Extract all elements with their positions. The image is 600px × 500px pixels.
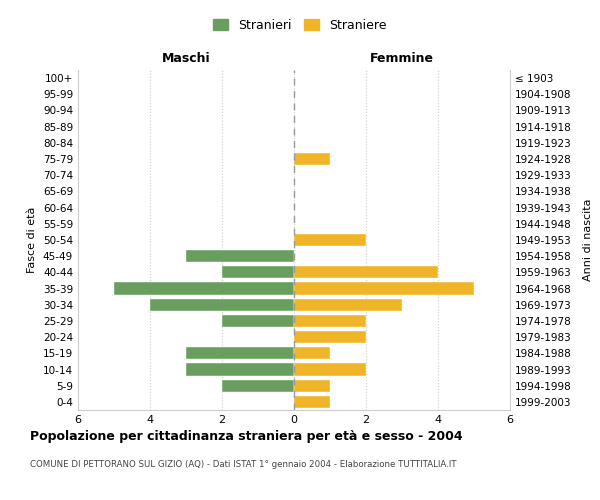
Bar [150,298,294,311]
Y-axis label: Anni di nascita: Anni di nascita [583,198,593,281]
Bar [222,266,294,278]
Bar [222,315,294,327]
Bar [294,396,330,408]
Bar [186,364,294,376]
Bar [222,380,294,392]
Bar [294,298,402,311]
Bar [294,234,366,246]
Bar [294,153,330,165]
Text: Femmine: Femmine [370,52,434,65]
Text: COMUNE DI PETTORANO SUL GIZIO (AQ) - Dati ISTAT 1° gennaio 2004 - Elaborazione T: COMUNE DI PETTORANO SUL GIZIO (AQ) - Dat… [30,460,457,469]
Bar [186,250,294,262]
Y-axis label: Fasce di età: Fasce di età [28,207,37,273]
Bar [294,315,366,327]
Bar [294,266,438,278]
Bar [294,282,474,294]
Bar [294,348,330,360]
Bar [114,282,294,294]
Text: Popolazione per cittadinanza straniera per età e sesso - 2004: Popolazione per cittadinanza straniera p… [30,430,463,443]
Bar [294,364,366,376]
Legend: Stranieri, Straniere: Stranieri, Straniere [208,14,392,37]
Text: Maschi: Maschi [161,52,211,65]
Bar [294,380,330,392]
Bar [294,331,366,343]
Bar [186,348,294,360]
